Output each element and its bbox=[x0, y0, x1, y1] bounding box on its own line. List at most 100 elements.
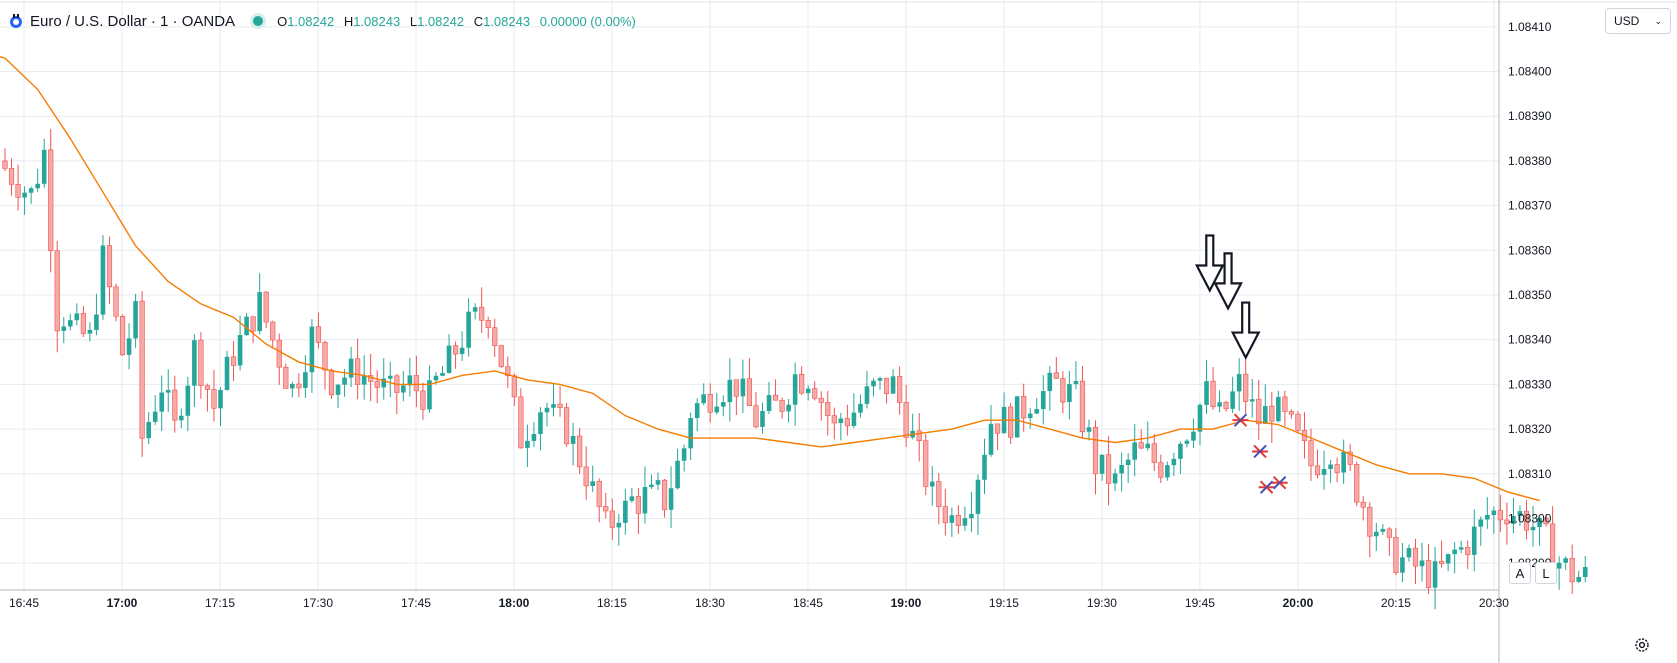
candle bbox=[355, 358, 361, 385]
candle bbox=[387, 375, 393, 379]
candle bbox=[812, 388, 818, 399]
candle bbox=[446, 345, 452, 373]
tradingview-logo-icon[interactable] bbox=[8, 13, 24, 29]
candle bbox=[224, 356, 230, 390]
candle bbox=[1178, 443, 1183, 459]
candle bbox=[1295, 413, 1301, 431]
candle bbox=[923, 440, 929, 487]
candle bbox=[1563, 558, 1568, 563]
candle bbox=[779, 399, 785, 412]
candle bbox=[721, 402, 726, 407]
candle bbox=[858, 403, 863, 413]
candle bbox=[1047, 372, 1053, 392]
candle bbox=[420, 390, 426, 410]
symbol-title[interactable]: Euro / U.S. Dollar · 1 · OANDA bbox=[30, 12, 236, 30]
price-tick-label: 1.08360 bbox=[1508, 243, 1552, 257]
candle bbox=[28, 188, 34, 193]
candle bbox=[988, 423, 994, 455]
candle bbox=[851, 412, 857, 426]
candle bbox=[126, 338, 132, 355]
price-tick-label: 1.08400 bbox=[1508, 65, 1552, 79]
currency-label: USD bbox=[1614, 14, 1640, 28]
time-tick-label: 17:15 bbox=[205, 596, 235, 610]
candle bbox=[361, 375, 367, 385]
candle bbox=[466, 311, 471, 348]
candle bbox=[100, 245, 106, 315]
candle bbox=[668, 488, 674, 510]
open-label: O bbox=[277, 13, 288, 29]
price-tick-label: 1.08370 bbox=[1508, 199, 1552, 213]
star-marker bbox=[1259, 480, 1274, 494]
candle bbox=[322, 342, 328, 371]
candle bbox=[753, 405, 759, 428]
live-status-dot-icon bbox=[253, 16, 264, 26]
candle bbox=[401, 385, 406, 393]
candle bbox=[1412, 547, 1419, 567]
candle bbox=[1276, 396, 1281, 422]
star-marker bbox=[1233, 413, 1248, 427]
candle bbox=[452, 345, 459, 355]
candle bbox=[871, 380, 876, 387]
candle bbox=[22, 192, 27, 198]
candle bbox=[714, 406, 720, 413]
candle bbox=[1191, 431, 1196, 441]
price-tick-label: 1.08320 bbox=[1508, 422, 1552, 436]
candle bbox=[41, 149, 47, 184]
candle bbox=[844, 418, 850, 427]
candle bbox=[1210, 380, 1216, 407]
candle bbox=[649, 484, 654, 488]
candle bbox=[1347, 451, 1353, 465]
candle bbox=[955, 514, 961, 526]
candle bbox=[1517, 511, 1523, 516]
candle bbox=[1530, 527, 1536, 531]
candle bbox=[890, 376, 896, 394]
candle bbox=[48, 149, 54, 252]
candle bbox=[1485, 514, 1490, 520]
currency-select[interactable]: USD ⌄ bbox=[1605, 8, 1671, 34]
candle bbox=[15, 184, 21, 198]
candle bbox=[1223, 401, 1229, 410]
candle bbox=[1165, 465, 1170, 478]
candle bbox=[230, 356, 237, 366]
candle bbox=[942, 506, 948, 524]
time-tick-label: 17:30 bbox=[303, 596, 333, 610]
auto-scale-button[interactable]: A bbox=[1509, 562, 1531, 584]
candle bbox=[68, 320, 73, 327]
candle bbox=[975, 479, 981, 514]
candle bbox=[1543, 517, 1549, 525]
candle bbox=[916, 430, 922, 442]
candle bbox=[381, 378, 387, 388]
candle bbox=[1067, 384, 1072, 403]
time-tick-label: 19:45 bbox=[1185, 596, 1215, 610]
candle bbox=[616, 522, 622, 528]
candle bbox=[283, 366, 289, 389]
candle bbox=[518, 396, 524, 449]
candle bbox=[1497, 510, 1503, 521]
candle bbox=[1099, 454, 1105, 474]
price-tick-label: 1.08410 bbox=[1508, 20, 1552, 34]
candle bbox=[603, 506, 609, 512]
candle bbox=[440, 372, 445, 376]
gear-icon[interactable] bbox=[1633, 636, 1651, 654]
candle bbox=[1151, 443, 1157, 463]
candle bbox=[1282, 396, 1288, 412]
candle bbox=[1425, 560, 1432, 588]
candle bbox=[1576, 577, 1582, 582]
candle bbox=[1112, 473, 1118, 484]
candle bbox=[1400, 557, 1405, 573]
candle bbox=[590, 481, 595, 486]
candle bbox=[883, 377, 890, 394]
candle bbox=[276, 339, 282, 368]
candle bbox=[257, 292, 262, 332]
time-tick-label: 18:00 bbox=[499, 596, 530, 610]
candle bbox=[681, 448, 687, 461]
candle bbox=[694, 403, 700, 419]
high-value: 1.08243 bbox=[353, 13, 401, 29]
log-scale-button[interactable]: L bbox=[1535, 562, 1557, 584]
candle bbox=[1158, 462, 1164, 478]
candle bbox=[133, 301, 138, 339]
candle bbox=[244, 316, 249, 336]
candle bbox=[485, 320, 491, 329]
candle bbox=[309, 326, 315, 373]
